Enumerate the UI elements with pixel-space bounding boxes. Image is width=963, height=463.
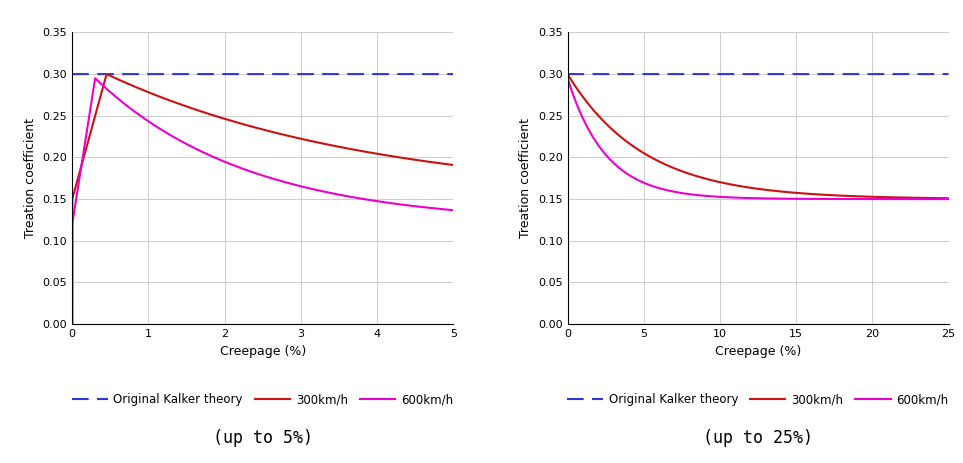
X-axis label: Creepage (%): Creepage (%) (715, 344, 801, 357)
Y-axis label: Treation coefficient: Treation coefficient (519, 118, 533, 238)
Legend: Original Kalker theory, 300km/h, 600km/h: Original Kalker theory, 300km/h, 600km/h (562, 388, 953, 411)
Y-axis label: Treation coefficient: Treation coefficient (24, 118, 37, 238)
Legend: Original Kalker theory, 300km/h, 600km/h: Original Kalker theory, 300km/h, 600km/h (67, 388, 458, 411)
Text: (up to 5%): (up to 5%) (213, 429, 313, 447)
X-axis label: Creepage (%): Creepage (%) (220, 344, 306, 357)
Text: (up to 25%): (up to 25%) (703, 429, 813, 447)
